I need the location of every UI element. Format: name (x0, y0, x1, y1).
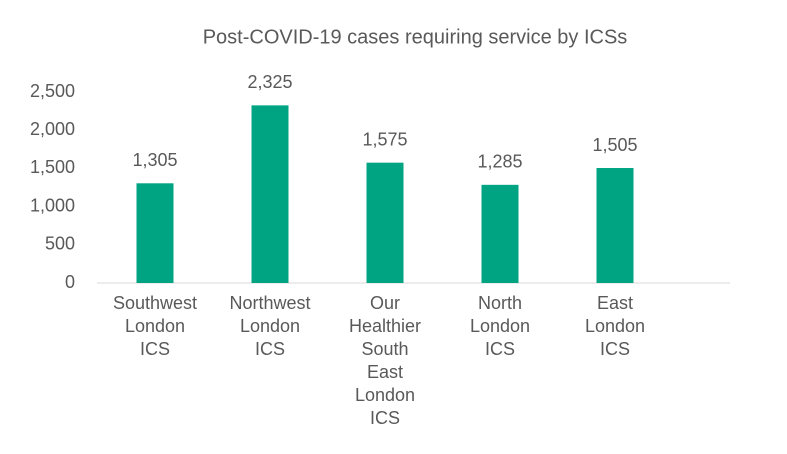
data-label: 1,575 (362, 129, 407, 149)
y-tick-label: 2,500 (30, 81, 75, 101)
bar (481, 184, 519, 283)
x-tick-label: Northwest London ICS (229, 293, 310, 359)
chart-title: Post-COVID-19 cases requiring service by… (203, 26, 628, 48)
bar (136, 183, 174, 283)
data-label: 1,505 (592, 135, 637, 155)
bar (596, 168, 634, 283)
x-tick-label: Southwest London ICS (113, 293, 197, 359)
x-tick-label: Our Healthier South East London ICS (349, 293, 421, 428)
y-tick-label: 500 (45, 234, 75, 254)
data-label: 1,305 (132, 150, 177, 170)
bar (366, 162, 404, 283)
y-tick-label: 2,000 (30, 119, 75, 139)
y-tick-label: 0 (65, 272, 75, 292)
x-tick-label: North London ICS (470, 293, 530, 359)
data-label: 1,285 (477, 152, 522, 172)
x-tick-label: East London ICS (585, 293, 645, 359)
y-tick-label: 1,000 (30, 195, 75, 215)
data-label: 2,325 (247, 72, 292, 92)
y-tick-label: 1,500 (30, 157, 75, 177)
bar (251, 105, 289, 284)
